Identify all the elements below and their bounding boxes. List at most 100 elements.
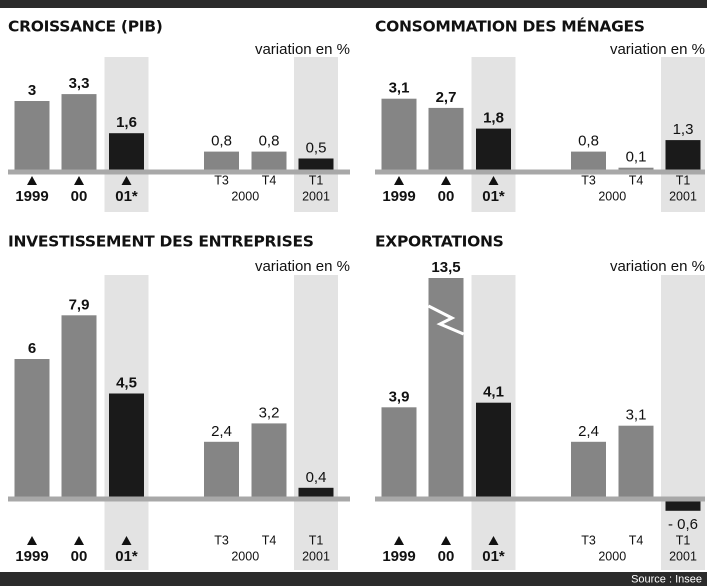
source: Source : Insee (631, 573, 702, 585)
bar (381, 98, 417, 170)
category-label: 01* (482, 548, 505, 565)
value-label: - 0,6 (668, 516, 698, 533)
year-marker (441, 536, 451, 545)
category-label: 1999 (15, 188, 48, 205)
year-marker (488, 536, 499, 545)
value-label: 0,8 (578, 133, 599, 150)
unit-label: variation en % (255, 258, 350, 275)
top-banner (0, 0, 707, 8)
value-label: 2,4 (578, 423, 599, 440)
quarter-label: T3 (581, 533, 596, 547)
bar (618, 167, 654, 170)
bar (571, 151, 606, 170)
chart-title: CONSOMMATION DES MÉNAGES (375, 17, 645, 36)
bottom-banner (0, 572, 707, 586)
bar (571, 441, 606, 497)
quarter-label: T4 (629, 173, 644, 187)
year-marker (394, 536, 404, 545)
value-label: 0,8 (259, 133, 280, 150)
value-label: 2,4 (211, 423, 232, 440)
quarter-label: T3 (214, 173, 229, 187)
value-label: 0,5 (306, 139, 327, 156)
quarter-label: T1 (309, 173, 324, 187)
bar (428, 107, 464, 170)
bar (109, 133, 144, 170)
year-marker (121, 176, 132, 185)
year-marker (488, 176, 499, 185)
value-label: 4,1 (483, 384, 504, 401)
unit-label: variation en % (610, 41, 705, 58)
category-label: 00 (438, 188, 455, 205)
year-marker (121, 536, 132, 545)
value-label: 3,2 (259, 404, 280, 421)
bar (204, 151, 239, 170)
unit-label: variation en % (610, 258, 705, 275)
group-label: 2001 (302, 549, 330, 563)
shaded-column (294, 275, 338, 570)
category-label: 1999 (15, 548, 48, 565)
value-label: 3,1 (389, 80, 410, 97)
value-label: 6 (28, 340, 36, 357)
quarter-label: T4 (262, 533, 277, 547)
value-label: 3 (28, 82, 36, 99)
group-label: 2000 (598, 189, 626, 203)
category-label: 01* (115, 188, 138, 205)
value-label: 1,3 (673, 121, 694, 138)
group-label: 2001 (669, 549, 697, 563)
unit-label: variation en % (255, 41, 350, 58)
bar (14, 359, 50, 497)
bar (204, 441, 239, 497)
quarter-label: T4 (629, 533, 644, 547)
quarter-label: T1 (676, 533, 691, 547)
value-label: 2,7 (436, 89, 457, 106)
quarter-label: T3 (581, 173, 596, 187)
year-marker (27, 536, 37, 545)
value-label: 4,5 (116, 374, 137, 391)
value-label: 7,9 (69, 296, 90, 313)
chart-title: INVESTISSEMENT DES ENTREPRISES (8, 233, 314, 251)
group-label: 2001 (302, 189, 330, 203)
shaded-column (661, 275, 705, 570)
year-marker (74, 176, 84, 185)
axis-break (427, 304, 465, 336)
shaded-column (294, 57, 338, 212)
bar (381, 407, 417, 497)
category-label: 00 (71, 548, 88, 565)
quarter-label: T1 (309, 533, 324, 547)
bar (618, 425, 654, 497)
group-label: 2000 (231, 189, 259, 203)
year-marker (27, 176, 37, 185)
year-marker (394, 176, 404, 185)
bar (251, 151, 287, 170)
bar (251, 423, 287, 497)
bar (428, 278, 464, 497)
bar (298, 487, 334, 497)
category-label: 00 (71, 188, 88, 205)
bar (665, 140, 701, 170)
group-label: 2000 (231, 549, 259, 563)
bar (476, 402, 511, 497)
chart-title: CROISSANCE (PIB) (8, 18, 163, 36)
category-label: 01* (115, 548, 138, 565)
quarter-label: T4 (262, 173, 277, 187)
year-marker (74, 536, 84, 545)
value-label: 13,5 (431, 259, 460, 276)
group-label: 2000 (598, 549, 626, 563)
value-label: 1,8 (483, 110, 504, 127)
bar (14, 101, 50, 170)
value-label: 3,1 (626, 407, 647, 424)
bar (61, 315, 97, 497)
quarter-label: T3 (214, 533, 229, 547)
category-label: 01* (482, 188, 505, 205)
bar (109, 393, 144, 497)
category-label: 00 (438, 548, 455, 565)
value-label: 3,3 (69, 75, 90, 92)
value-label: 0,4 (306, 469, 327, 486)
category-label: 1999 (382, 188, 415, 205)
value-label: 3,9 (389, 388, 410, 405)
value-label: 0,8 (211, 133, 232, 150)
group-label: 2001 (669, 189, 697, 203)
category-label: 1999 (382, 548, 415, 565)
bar (61, 94, 97, 170)
